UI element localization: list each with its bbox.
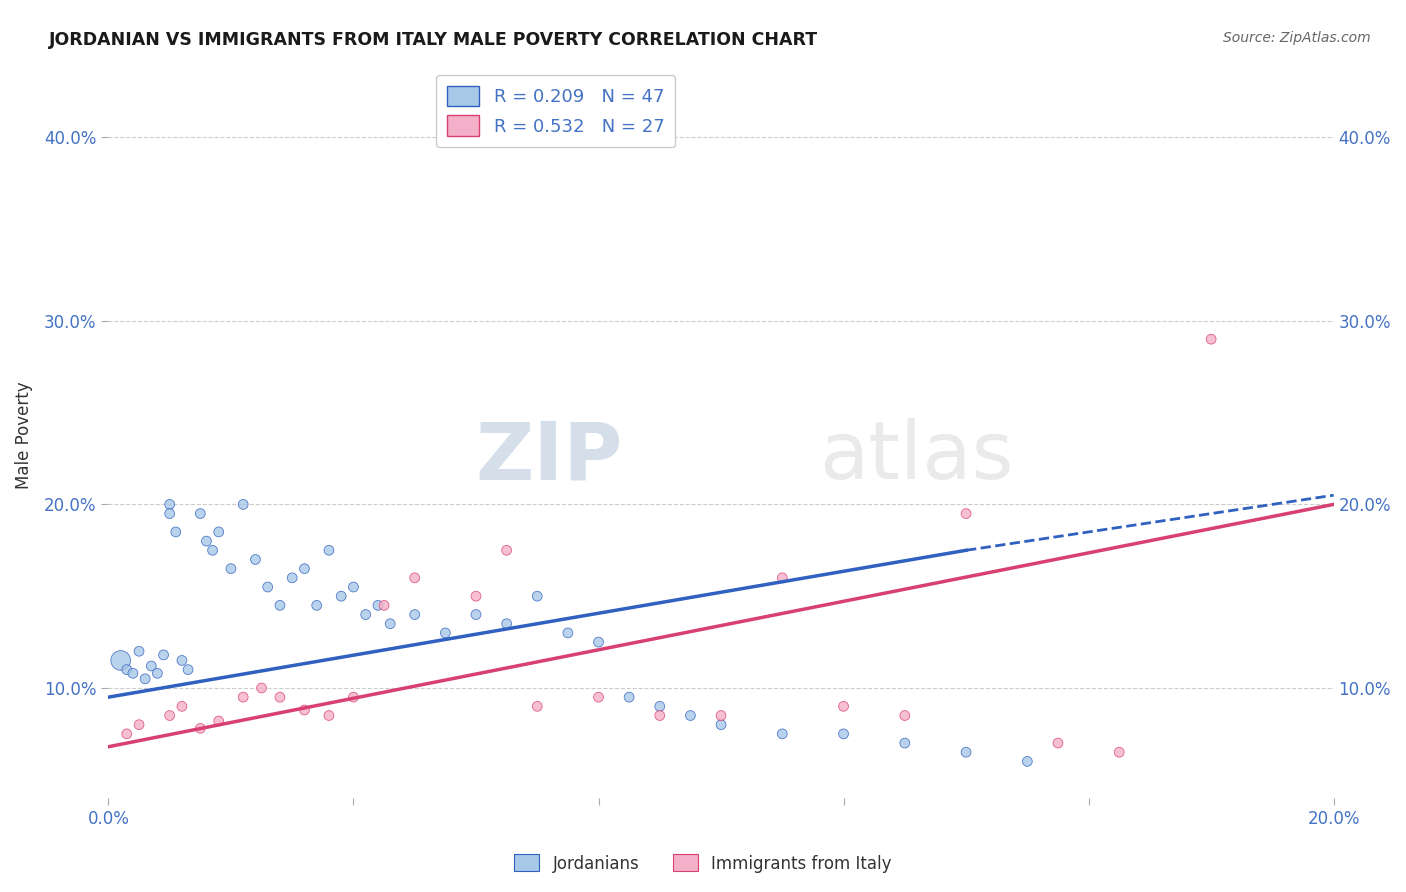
Point [232, 497, 254, 511]
Point [955, 507, 977, 521]
Point [294, 703, 316, 717]
Point [134, 672, 156, 686]
Point [170, 653, 193, 667]
Point [256, 580, 278, 594]
Point [318, 543, 340, 558]
Point [526, 699, 548, 714]
Point [159, 507, 181, 521]
Point [465, 607, 488, 622]
Point [195, 534, 218, 549]
Point [269, 599, 291, 613]
Point [465, 589, 488, 603]
Point [122, 666, 145, 681]
Text: atlas: atlas [820, 418, 1014, 496]
Point [330, 589, 353, 603]
Point [894, 736, 917, 750]
Point [146, 666, 169, 681]
Legend: R = 0.209   N = 47, R = 0.532   N = 27: R = 0.209 N = 47, R = 0.532 N = 27 [436, 75, 675, 147]
Point [588, 690, 610, 705]
Point [232, 690, 254, 705]
Text: Source: ZipAtlas.com: Source: ZipAtlas.com [1223, 31, 1371, 45]
Point [208, 524, 231, 539]
Point [770, 571, 793, 585]
Point [269, 690, 291, 705]
Legend: Jordanians, Immigrants from Italy: Jordanians, Immigrants from Italy [508, 847, 898, 880]
Point [342, 580, 364, 594]
Point [404, 571, 426, 585]
Point [557, 626, 579, 640]
Point [201, 543, 224, 558]
Point [170, 699, 193, 714]
Point [380, 616, 402, 631]
Point [159, 497, 181, 511]
Point [526, 589, 548, 603]
Point [318, 708, 340, 723]
Point [177, 663, 200, 677]
Point [648, 699, 671, 714]
Point [159, 708, 181, 723]
Text: JORDANIAN VS IMMIGRANTS FROM ITALY MALE POVERTY CORRELATION CHART: JORDANIAN VS IMMIGRANTS FROM ITALY MALE … [49, 31, 818, 49]
Point [955, 745, 977, 759]
Point [115, 663, 138, 677]
Point [710, 717, 733, 731]
Point [110, 653, 132, 667]
Point [342, 690, 364, 705]
Point [245, 552, 267, 566]
Point [495, 616, 517, 631]
Point [1199, 332, 1222, 346]
Point [404, 607, 426, 622]
Point [354, 607, 377, 622]
Point [208, 714, 231, 728]
Y-axis label: Male Poverty: Male Poverty [15, 382, 32, 490]
Point [1046, 736, 1069, 750]
Point [281, 571, 304, 585]
Point [648, 708, 671, 723]
Point [367, 599, 389, 613]
Point [188, 507, 211, 521]
Point [373, 599, 395, 613]
Point [832, 727, 855, 741]
Point [141, 659, 163, 673]
Point [1017, 755, 1039, 769]
Point [710, 708, 733, 723]
Point [152, 648, 174, 662]
Point [434, 626, 457, 640]
Point [115, 727, 138, 741]
Point [588, 635, 610, 649]
Point [495, 543, 517, 558]
Point [188, 722, 211, 736]
Point [832, 699, 855, 714]
Point [128, 717, 150, 731]
Point [770, 727, 793, 741]
Point [219, 562, 242, 576]
Point [294, 562, 316, 576]
Point [250, 681, 273, 695]
Point [305, 599, 328, 613]
Point [617, 690, 640, 705]
Point [1108, 745, 1130, 759]
Point [165, 524, 187, 539]
Point [894, 708, 917, 723]
Point [128, 644, 150, 658]
Text: ZIP: ZIP [475, 418, 623, 496]
Point [679, 708, 702, 723]
